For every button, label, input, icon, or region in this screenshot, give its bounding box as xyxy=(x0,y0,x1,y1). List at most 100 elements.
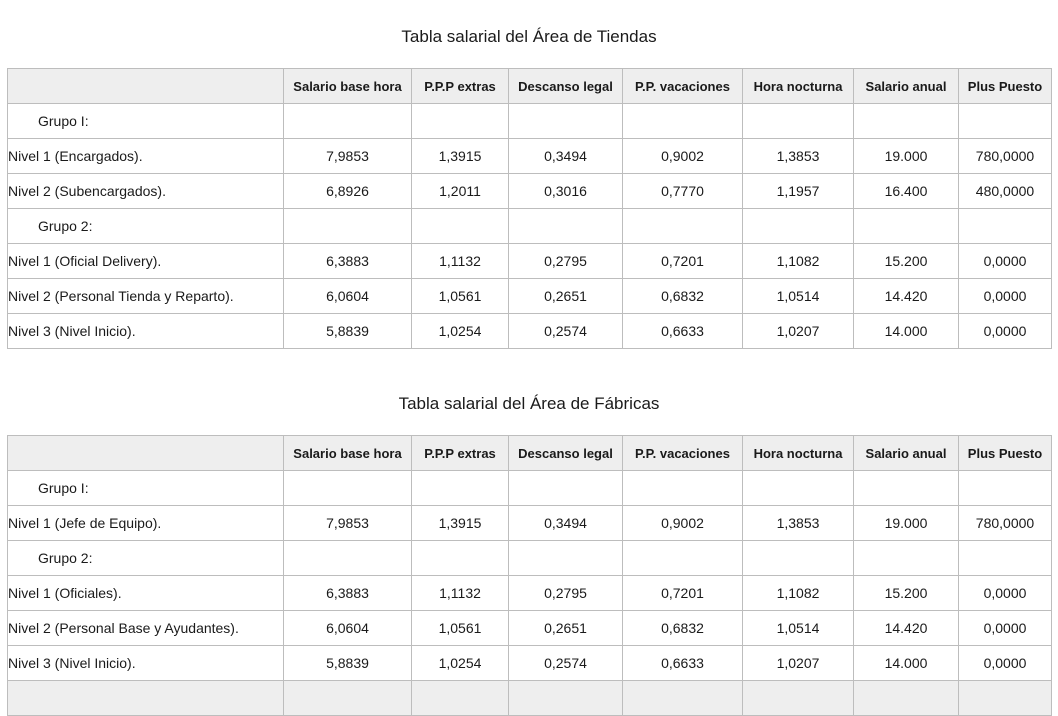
value-cell: 14.000 xyxy=(853,645,959,681)
value-cell xyxy=(283,103,412,139)
table-row: Nivel 2 (Subencargados). 6,8926 1,2011 0,30… xyxy=(7,173,1052,209)
value-cell xyxy=(508,470,623,506)
table-row: Nivel 3 (Nivel Inicio). 5,8839 1,0254 0,257… xyxy=(7,645,1052,681)
value-cell: 0,7201 xyxy=(622,575,743,611)
value-cell: 1,0207 xyxy=(742,313,854,349)
value-cell: 0,7201 xyxy=(622,243,743,279)
value-cell: 1,0561 xyxy=(411,610,509,646)
table-row: Nivel 2 (Personal Base y Ayudantes). 6,06… xyxy=(7,610,1052,646)
value-cell: 6,3883 xyxy=(283,575,412,611)
value-cell xyxy=(622,540,743,576)
column-header: Salario base hora xyxy=(283,435,412,471)
row-label-cell: Grupo 2: xyxy=(7,208,284,244)
value-cell: 0,2574 xyxy=(508,313,623,349)
corner-header-cell xyxy=(7,68,284,104)
value-cell: 780,0000 xyxy=(958,138,1052,174)
column-header: Hora nocturna xyxy=(742,435,854,471)
value-cell: 780,0000 xyxy=(958,505,1052,541)
value-cell xyxy=(411,540,509,576)
value-cell: 0,0000 xyxy=(958,610,1052,646)
value-cell: 15.200 xyxy=(853,243,959,279)
value-cell xyxy=(958,680,1052,716)
value-cell: 1,1082 xyxy=(742,243,854,279)
value-cell: 0,9002 xyxy=(622,138,743,174)
column-header: P.P.P extras xyxy=(411,68,509,104)
row-label-cell: Nivel 2 (Subencargados). xyxy=(7,173,284,209)
group-row: Grupo I: xyxy=(7,103,1052,139)
row-label-cell: Grupo I: xyxy=(7,470,284,506)
group-row: Grupo I: xyxy=(7,470,1052,506)
value-cell: 1,3853 xyxy=(742,505,854,541)
row-label-cell: Nivel 3 (Nivel Inicio). xyxy=(7,645,284,681)
column-header: Salario base hora xyxy=(283,68,412,104)
value-cell: 1,1957 xyxy=(742,173,854,209)
value-cell: 0,2795 xyxy=(508,243,623,279)
value-cell xyxy=(622,208,743,244)
salary-table-tiendas: Salario base hora P.P.P extras Descanso le… xyxy=(7,68,1052,349)
value-cell: 0,3494 xyxy=(508,138,623,174)
row-label-cell: Nivel 2 (Personal Tienda y Reparto). xyxy=(7,278,284,314)
value-cell: 15.200 xyxy=(853,575,959,611)
value-cell: 480,0000 xyxy=(958,173,1052,209)
row-label-cell: Nivel 3 (Nivel Inicio). xyxy=(7,313,284,349)
value-cell xyxy=(958,103,1052,139)
column-header: Descanso legal xyxy=(508,68,623,104)
value-cell: 1,0561 xyxy=(411,278,509,314)
value-cell xyxy=(853,208,959,244)
value-cell: 14.420 xyxy=(853,610,959,646)
value-cell xyxy=(853,103,959,139)
column-header: Plus Puesto xyxy=(958,435,1052,471)
row-label-cell: Grupo 2: xyxy=(7,540,284,576)
value-cell xyxy=(411,103,509,139)
row-label-cell: Nivel 1 (Oficiales). xyxy=(7,575,284,611)
value-cell: 1,2011 xyxy=(411,173,509,209)
value-cell: 0,6832 xyxy=(622,610,743,646)
value-cell xyxy=(508,208,623,244)
value-cell: 0,0000 xyxy=(958,243,1052,279)
value-cell xyxy=(283,540,412,576)
column-header: P.P. vacaciones xyxy=(622,68,743,104)
header-row: Salario base hora P.P.P extras Descanso le… xyxy=(7,435,1052,471)
value-cell: 14.420 xyxy=(853,278,959,314)
table-row: Nivel 2 (Personal Tienda y Reparto). 6,06… xyxy=(7,278,1052,314)
row-label-cell: Nivel 2 (Personal Base y Ayudantes). xyxy=(7,610,284,646)
truncated-row xyxy=(7,680,1052,716)
column-header: Salario anual xyxy=(853,68,959,104)
value-cell xyxy=(958,208,1052,244)
value-cell: 1,0207 xyxy=(742,645,854,681)
value-cell xyxy=(742,103,854,139)
value-cell: 0,6633 xyxy=(622,645,743,681)
value-cell xyxy=(622,680,743,716)
group-row: Grupo 2: xyxy=(7,540,1052,576)
value-cell: 1,1132 xyxy=(411,243,509,279)
group-row: Grupo 2: xyxy=(7,208,1052,244)
page-title-tiendas: Tabla salarial del Área de Tiendas xyxy=(401,27,657,46)
value-cell: 0,2795 xyxy=(508,575,623,611)
value-cell: 1,0254 xyxy=(411,313,509,349)
value-cell: 0,6633 xyxy=(622,313,743,349)
column-header: P.P.P extras xyxy=(411,435,509,471)
value-cell: 7,9853 xyxy=(283,138,412,174)
value-cell xyxy=(411,208,509,244)
row-label-cell: Nivel 1 (Oficial Delivery). xyxy=(7,243,284,279)
row-label-cell: Grupo I: xyxy=(7,103,284,139)
value-cell: 19.000 xyxy=(853,505,959,541)
value-cell xyxy=(508,680,623,716)
value-cell: 14.000 xyxy=(853,313,959,349)
value-cell: 0,0000 xyxy=(958,313,1052,349)
column-header: Hora nocturna xyxy=(742,68,854,104)
salary-table-fabricas: Salario base hora P.P.P extras Descanso le… xyxy=(7,435,1052,716)
value-cell: 1,0514 xyxy=(742,610,854,646)
value-cell: 1,0254 xyxy=(411,645,509,681)
value-cell: 1,3915 xyxy=(411,138,509,174)
value-cell xyxy=(742,680,854,716)
value-cell: 0,0000 xyxy=(958,645,1052,681)
column-header: Salario anual xyxy=(853,435,959,471)
value-cell xyxy=(853,470,959,506)
value-cell xyxy=(853,540,959,576)
value-cell: 1,0514 xyxy=(742,278,854,314)
value-cell: 6,3883 xyxy=(283,243,412,279)
value-cell: 6,8926 xyxy=(283,173,412,209)
value-cell xyxy=(508,540,623,576)
table-row: Nivel 1 (Oficial Delivery). 6,3883 1,1132 0… xyxy=(7,243,1052,279)
